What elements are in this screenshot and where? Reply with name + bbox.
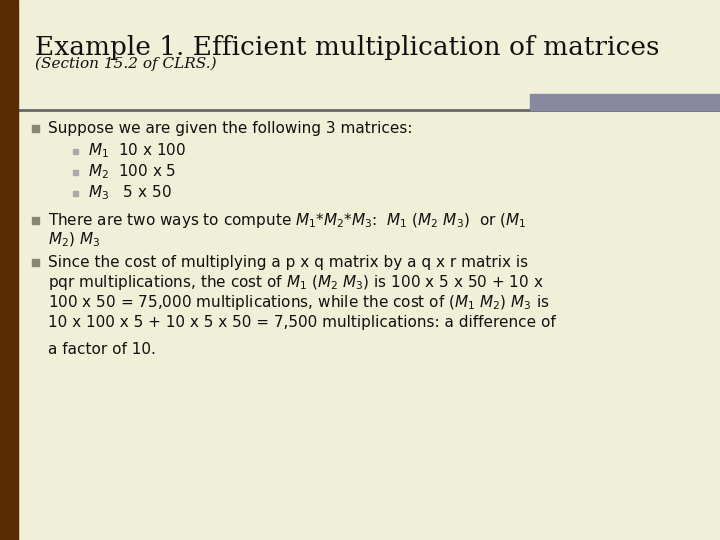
Bar <box>32 217 38 224</box>
Text: Suppose we are given the following 3 matrices:: Suppose we are given the following 3 mat… <box>48 120 413 136</box>
Text: 100 x 50 = 75,000 multiplications, while the cost of ($M_1$ $M_2$) $M_3$ is: 100 x 50 = 75,000 multiplications, while… <box>48 293 549 312</box>
Text: pqr multiplications, the cost of $M_1$ ($M_2$ $M_3$) is 100 x 5 x 50 + 10 x: pqr multiplications, the cost of $M_1$ (… <box>48 273 544 292</box>
Text: (Section 15.2 of CLRS.): (Section 15.2 of CLRS.) <box>35 57 217 71</box>
Bar <box>0 0 18 540</box>
Bar <box>32 125 38 132</box>
Text: a factor of 10.: a factor of 10. <box>48 342 156 357</box>
Text: Example 1. Efficient multiplication of matrices: Example 1. Efficient multiplication of m… <box>35 35 660 60</box>
Text: $M_2$) $M_3$: $M_2$) $M_3$ <box>48 231 100 249</box>
Text: $M_1$  10 x 100: $M_1$ 10 x 100 <box>88 141 186 160</box>
Text: 10 x 100 x 5 + 10 x 5 x 50 = 7,500 multiplications: a difference of: 10 x 100 x 5 + 10 x 5 x 50 = 7,500 multi… <box>48 314 556 329</box>
Bar <box>530 94 720 110</box>
Text: $M_3$   5 x 50: $M_3$ 5 x 50 <box>88 184 171 202</box>
Bar <box>73 170 78 174</box>
Bar <box>73 191 78 195</box>
Text: Since the cost of multiplying a p x q matrix by a q x r matrix is: Since the cost of multiplying a p x q ma… <box>48 254 528 269</box>
Bar <box>73 148 78 153</box>
Bar <box>32 259 38 266</box>
Text: $M_2$  100 x 5: $M_2$ 100 x 5 <box>88 163 176 181</box>
Text: There are two ways to compute $M_1$*$M_2$*$M_3$:  $M_1$ ($M_2$ $M_3$)  or ($M_1$: There are two ways to compute $M_1$*$M_2… <box>48 211 526 229</box>
